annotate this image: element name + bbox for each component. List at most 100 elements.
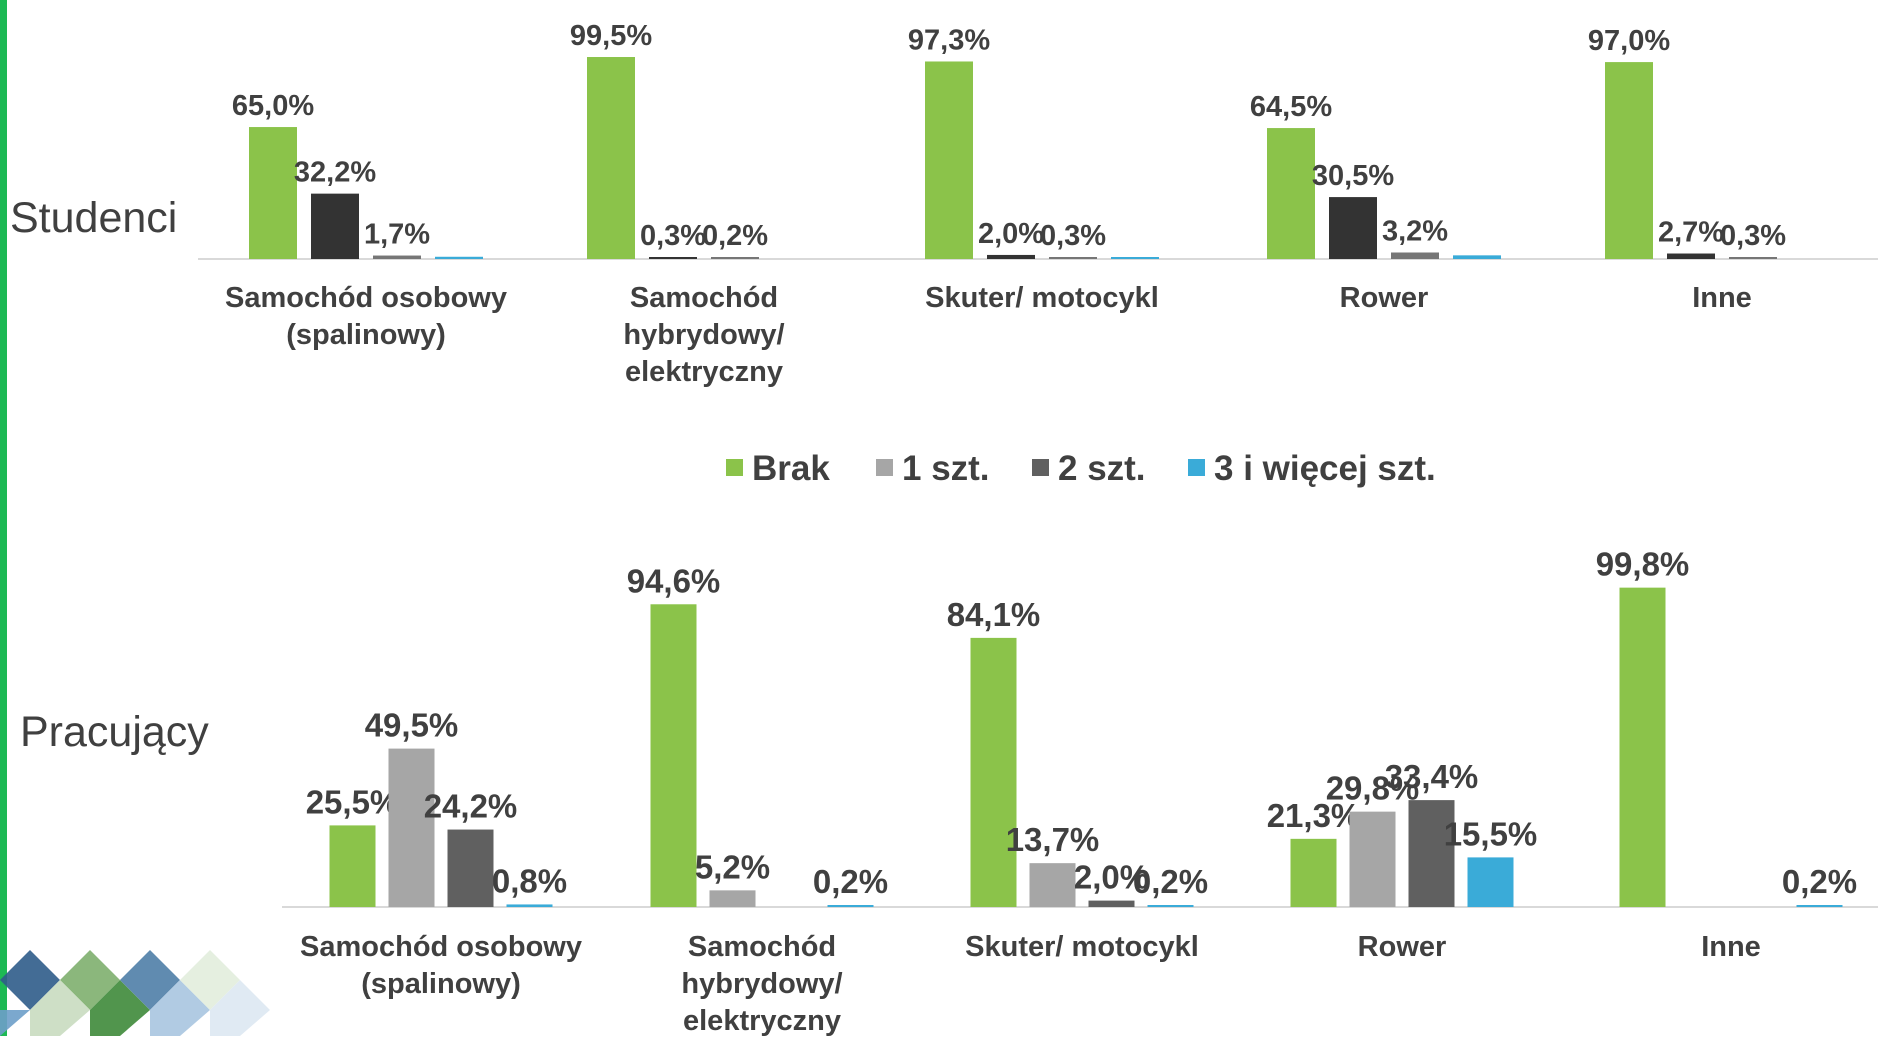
bar xyxy=(1408,800,1455,907)
bar xyxy=(970,637,1017,907)
bar xyxy=(1267,128,1315,259)
legend-swatch xyxy=(726,459,743,476)
data-label: 24,2% xyxy=(424,788,518,825)
bar xyxy=(709,890,756,907)
bar xyxy=(711,257,759,259)
x-tick-label: Rower xyxy=(1357,931,1447,963)
x-tick-label: Samochód hybrydowy/ elektryczny xyxy=(623,282,785,388)
bar xyxy=(1605,62,1653,260)
x-tick-label: Inne xyxy=(1701,931,1761,963)
data-label: 49,5% xyxy=(365,707,459,744)
data-label: 0,2% xyxy=(1133,863,1208,900)
bar xyxy=(1111,257,1159,259)
bar xyxy=(1349,811,1396,907)
x-tick-label: Skuter/ motocykl xyxy=(965,931,1199,963)
data-label: 97,3% xyxy=(908,24,990,56)
data-label: 21,3% xyxy=(1267,797,1361,834)
bar xyxy=(1619,587,1666,907)
bar xyxy=(925,61,973,259)
bar xyxy=(1467,857,1514,907)
bar xyxy=(447,829,494,907)
bar xyxy=(388,748,435,907)
bar xyxy=(1796,905,1843,907)
data-label: 30,5% xyxy=(1312,160,1394,192)
bar xyxy=(1667,253,1715,259)
series: 65,0% 99,5% 97,3% 64,5% 97,0% xyxy=(232,20,1670,260)
data-label: 0,3% xyxy=(1720,220,1786,252)
data-label: 99,5% xyxy=(570,20,652,52)
legend-swatch xyxy=(876,459,893,476)
series: 49,5% 5,2% 13,7% 29,8% xyxy=(365,707,1420,907)
legend-label: Brak xyxy=(752,449,830,488)
x-tick-label: Inne xyxy=(1692,282,1752,314)
data-label: 64,5% xyxy=(1250,91,1332,123)
data-label: 13,7% xyxy=(1006,821,1100,858)
data-label: 0,2% xyxy=(813,863,888,900)
data-label: 0,3% xyxy=(640,220,706,252)
data-label: 2,0% xyxy=(978,218,1044,250)
chart-title: Pracujący xyxy=(20,708,209,756)
bar xyxy=(249,127,297,259)
series: 25,5% 94,6% 84,1% 21,3% 99,8% xyxy=(306,546,1690,907)
bar xyxy=(1147,905,1194,907)
data-label: 0,8% xyxy=(492,862,567,899)
x-tick-label: Samochód osobowy (spalinowy) xyxy=(300,931,582,1000)
bar xyxy=(1729,257,1777,259)
bar xyxy=(1088,900,1135,907)
series: 24,2% 2,0% 33,4% xyxy=(424,758,1479,907)
chart-title: Studenci xyxy=(10,194,177,242)
data-label: 3,2% xyxy=(1382,216,1448,248)
bar xyxy=(506,904,553,907)
bar xyxy=(649,257,697,259)
series: 0,8% 0,2% 0,2% 15,5% 0,2% xyxy=(492,815,1857,907)
x-tick-label: Samochód osobowy (spalinowy) xyxy=(225,282,507,351)
data-label: 1,7% xyxy=(364,219,430,251)
x-tick-label: Samochód hybrydowy/ elektryczny xyxy=(681,931,843,1037)
bar xyxy=(1049,257,1097,259)
series xyxy=(435,255,1501,259)
legend: Brak 1 szt. 2 szt. 3 i więcej szt. xyxy=(726,449,1436,488)
bar xyxy=(827,905,874,907)
legend-label: 2 szt. xyxy=(1058,449,1146,488)
legend-label: 1 szt. xyxy=(902,449,990,488)
bar xyxy=(1453,255,1501,259)
data-label: 15,5% xyxy=(1444,815,1538,852)
bar xyxy=(435,256,483,259)
data-label: 84,1% xyxy=(947,596,1041,633)
legend-swatch xyxy=(1188,459,1205,476)
data-label: 2,7% xyxy=(1658,217,1724,249)
side-stripe xyxy=(0,0,7,1036)
data-label: 5,2% xyxy=(695,848,770,885)
bar xyxy=(1329,197,1377,259)
data-label: 0,2% xyxy=(1782,863,1857,900)
bar xyxy=(1029,863,1076,907)
bar xyxy=(1290,838,1337,907)
data-label: 65,0% xyxy=(232,90,314,122)
x-tick-label: Rower xyxy=(1339,282,1429,314)
legend-swatch xyxy=(1032,459,1049,476)
data-label: 0,2% xyxy=(702,220,768,252)
bar xyxy=(1391,252,1439,259)
x-tick-label: Skuter/ motocykl xyxy=(925,282,1159,314)
data-label: 2,0% xyxy=(1074,859,1149,896)
bar xyxy=(650,604,697,907)
bar xyxy=(311,193,359,259)
data-label: 33,4% xyxy=(1385,758,1479,795)
data-label: 25,5% xyxy=(306,783,400,820)
decoration xyxy=(0,950,270,1036)
series: 32,2%0,3% 2,0%30,5%2,7% xyxy=(294,157,1724,259)
bar xyxy=(587,57,635,259)
data-label: 99,8% xyxy=(1596,546,1690,583)
bar xyxy=(987,254,1035,259)
data-label: 0,3% xyxy=(1040,220,1106,252)
data-label: 29,8% xyxy=(1326,770,1420,807)
bar xyxy=(329,825,376,907)
data-label: 94,6% xyxy=(627,562,721,599)
bar xyxy=(373,255,421,259)
data-label: 32,2% xyxy=(294,157,376,189)
series: 1,7% 0,2% 0,3% 3,2% 0,3% xyxy=(364,216,1786,259)
legend-label: 3 i więcej szt. xyxy=(1214,449,1436,488)
data-label: 97,0% xyxy=(1588,25,1670,57)
